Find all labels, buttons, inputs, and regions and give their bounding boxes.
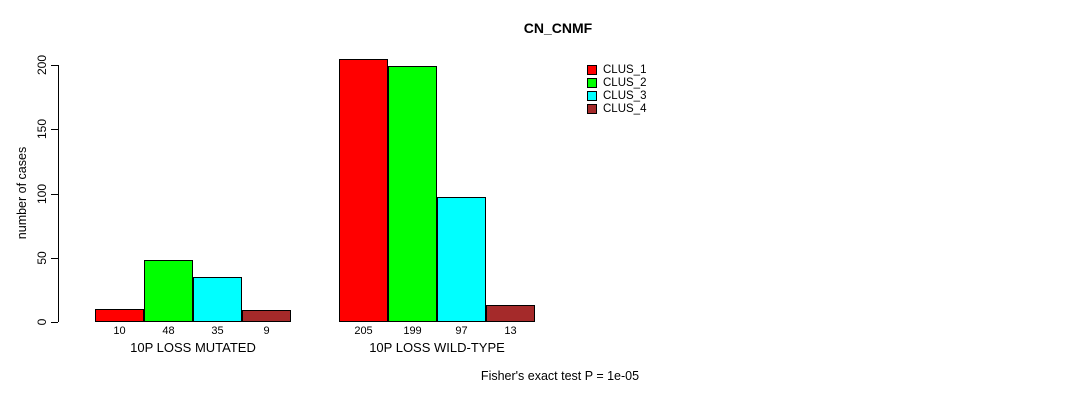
y-axis-tick-label: 50	[35, 251, 49, 265]
bar-value-label: 35	[211, 325, 224, 337]
bar-value-label: 205	[354, 325, 373, 337]
bar-value-label: 48	[162, 325, 175, 337]
x-axis-group-label: 10P LOSS MUTATED	[130, 340, 256, 355]
bar-clus_2-group2	[388, 66, 437, 322]
bar-value-label: 9	[263, 325, 270, 337]
y-axis-line	[58, 65, 59, 322]
fisher-test-annotation: Fisher's exact test P = 1e-05	[480, 369, 640, 383]
y-axis-label: number of cases	[15, 146, 29, 240]
bar-clus_4-group2	[486, 305, 535, 322]
y-axis-tick	[51, 65, 58, 66]
legend-label: CLUS_1	[603, 63, 647, 76]
bar-clus_4-group1	[242, 310, 291, 322]
y-axis-tick-label: 150	[35, 119, 49, 140]
legend-swatch-icon	[587, 77, 597, 88]
legend-item-clus_4: CLUS_4	[587, 102, 646, 115]
bar-clus_3-group1	[193, 277, 242, 322]
y-axis-tick	[51, 129, 58, 131]
bar-value-label: 13	[504, 325, 517, 337]
y-axis-tick-label: 0	[35, 318, 49, 326]
bar-clus_3-group2	[437, 197, 486, 322]
y-axis-tick	[51, 193, 58, 195]
chart-title: CN_CNMF	[523, 20, 593, 36]
legend: CLUS_1 CLUS_2 CLUS_3 CLUS_4	[587, 63, 646, 115]
y-axis-tick-label: 100	[35, 183, 49, 204]
legend-label: CLUS_2	[603, 76, 647, 89]
bar-value-label: 10	[113, 325, 126, 337]
y-axis-tick-label: 200	[35, 54, 49, 76]
legend-swatch-icon	[587, 103, 597, 114]
bar-value-label: 199	[403, 325, 422, 337]
bar-value-label: 97	[455, 325, 468, 337]
y-axis-tick	[51, 322, 58, 323]
x-axis-group-label: 10P LOSS WILD-TYPE	[369, 340, 505, 355]
legend-item-clus_3: CLUS_3	[587, 89, 646, 102]
bar-clus_1-group2	[339, 59, 388, 322]
legend-label: CLUS_4	[603, 102, 647, 115]
legend-item-clus_2: CLUS_2	[587, 76, 646, 89]
bar-clus_2-group1	[144, 260, 193, 322]
y-axis-tick	[51, 257, 58, 259]
bar-clus_1-group1	[95, 309, 144, 322]
legend-swatch-icon	[587, 90, 597, 101]
legend-item-clus_1: CLUS_1	[587, 63, 646, 76]
legend-swatch-icon	[587, 64, 597, 75]
legend-label: CLUS_3	[603, 89, 647, 102]
